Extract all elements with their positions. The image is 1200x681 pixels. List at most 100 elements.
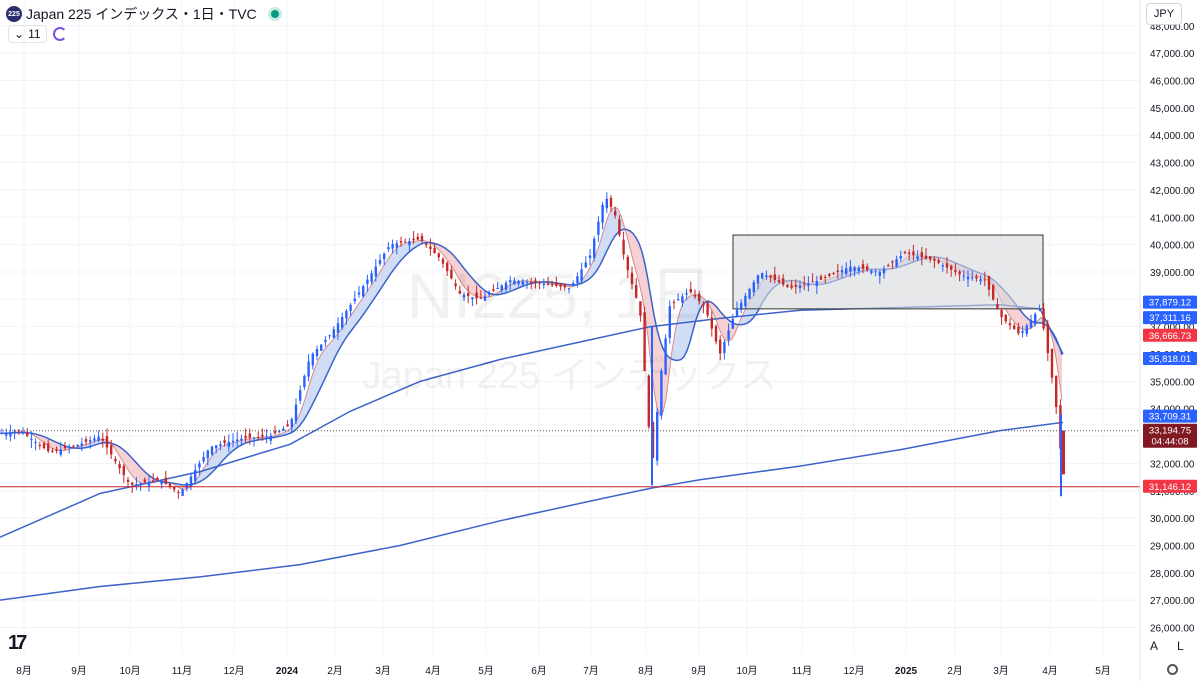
- candle-body: [286, 424, 289, 427]
- price-axis-label: 29,000.00: [1150, 541, 1195, 552]
- candle-body: [177, 492, 180, 494]
- candle-body: [790, 285, 793, 288]
- candle-body: [643, 311, 646, 372]
- time-axis-label: 8月: [638, 665, 654, 677]
- candle-body: [198, 463, 201, 468]
- candle-body: [315, 349, 319, 357]
- ma-fill-segment: [678, 308, 681, 361]
- ma-fill-segment: [132, 458, 135, 480]
- ma-fill-segment: [222, 444, 225, 462]
- price-axis-label: 48,000.00: [1150, 22, 1195, 33]
- candle-body: [576, 276, 579, 284]
- chart-title[interactable]: Japan 225 インデックス・1日・TVC: [26, 6, 257, 22]
- candle-body: [597, 221, 600, 235]
- ma-fill-segment: [312, 367, 315, 406]
- range-box[interactable]: [732, 234, 1044, 310]
- candle-body: [55, 449, 58, 451]
- ma-fill-segment: [141, 467, 144, 484]
- chart-grid: [0, 0, 1140, 655]
- candle-body: [1025, 325, 1028, 334]
- ma-fill-segment: [462, 265, 465, 288]
- gear-icon[interactable]: [1167, 664, 1178, 675]
- candle-body: [509, 280, 512, 283]
- log-scale-button[interactable]: L: [1177, 639, 1184, 653]
- ma-fill-segment: [219, 446, 222, 465]
- time-axis-label: 3月: [375, 665, 391, 677]
- candle-body: [1050, 349, 1054, 378]
- ma-fill-segment: [39, 434, 42, 442]
- candle-body: [227, 441, 230, 447]
- time-axis[interactable]: 8月 9月 10月 11月 12月 2024 2月 3月 4月 5月 6月 7月 8月 9月 10月 11月 1…: [16, 665, 1111, 677]
- symbol-badge[interactable]: 225: [6, 6, 22, 22]
- tradingview-logo-icon[interactable]: 17: [8, 632, 27, 654]
- candle-body: [185, 482, 188, 489]
- indicator-toggle[interactable]: ⌄ 11: [8, 25, 47, 43]
- candle-body: [362, 286, 365, 297]
- candle-body: [773, 274, 776, 281]
- candle-body: [97, 436, 100, 441]
- candle-body: [156, 477, 159, 481]
- candle-body: [294, 404, 298, 422]
- candle-body: [626, 256, 629, 271]
- candle-body: [698, 293, 701, 302]
- currency-button[interactable]: JPY: [1146, 3, 1182, 25]
- ma-fill-segment: [372, 279, 375, 302]
- candle-body: [328, 335, 331, 337]
- candle-body: [559, 283, 562, 287]
- candle-body: [76, 444, 79, 447]
- ma-fill-segment: [210, 454, 213, 475]
- candle-body: [492, 289, 495, 291]
- ma-fill-segment: [405, 242, 408, 256]
- market-status-dot: [270, 10, 279, 18]
- price-axis-label: 44,000.00: [1150, 131, 1195, 142]
- candle-body: [950, 265, 953, 270]
- time-axis-label: 2025: [895, 666, 918, 677]
- candle-body: [811, 281, 814, 283]
- time-axis-label: 12月: [223, 665, 244, 677]
- candle-body: [761, 273, 764, 279]
- candle-body: [454, 283, 457, 287]
- candle-body: [630, 272, 634, 284]
- ma-fill-segment: [471, 276, 474, 296]
- price-tag-bg: [1143, 311, 1197, 325]
- candle-body: [273, 430, 277, 434]
- candle-body: [5, 432, 8, 436]
- candle-body: [979, 279, 982, 282]
- candle-body: [429, 246, 432, 250]
- ma-fill-segment: [351, 310, 354, 332]
- candle-body: [689, 288, 692, 292]
- candle-body: [815, 281, 818, 287]
- candle-body: [769, 275, 772, 278]
- price-axis-label: 27,000.00: [1150, 596, 1195, 607]
- price-axis-label: 47,000.00: [1150, 49, 1195, 60]
- ma-fill-segment: [1017, 305, 1020, 328]
- price-tag-value: 37,879.12: [1149, 298, 1191, 309]
- candle-body: [756, 275, 760, 284]
- auto-scale-button[interactable]: A: [1150, 639, 1159, 653]
- candle-body: [366, 279, 369, 284]
- time-axis-label: 11月: [792, 665, 812, 677]
- candle-body: [252, 437, 256, 439]
- chart-subheader: ⌄ 11: [8, 25, 67, 43]
- ma-fill-segment: [138, 464, 141, 484]
- ma-fill-segment: [513, 282, 516, 291]
- candle-body: [89, 440, 92, 442]
- candle-body: [929, 256, 932, 260]
- price-tag-bg: [1143, 351, 1197, 365]
- refresh-icon[interactable]: [52, 27, 67, 41]
- candle-body: [996, 304, 999, 310]
- candle-body: [870, 270, 873, 274]
- ma-fill-segment: [690, 295, 693, 342]
- candle-body: [727, 330, 730, 340]
- candle-body: [668, 306, 671, 338]
- candle-body: [992, 285, 995, 300]
- candle-body: [441, 258, 445, 264]
- price-axis-label: 26,000.00: [1150, 624, 1195, 635]
- candle-body: [236, 439, 239, 442]
- candle-body: [1042, 308, 1045, 329]
- candle-body: [513, 280, 516, 285]
- candle-body: [685, 293, 688, 295]
- candle-body: [412, 238, 415, 241]
- ma-fill-segment: [318, 354, 321, 394]
